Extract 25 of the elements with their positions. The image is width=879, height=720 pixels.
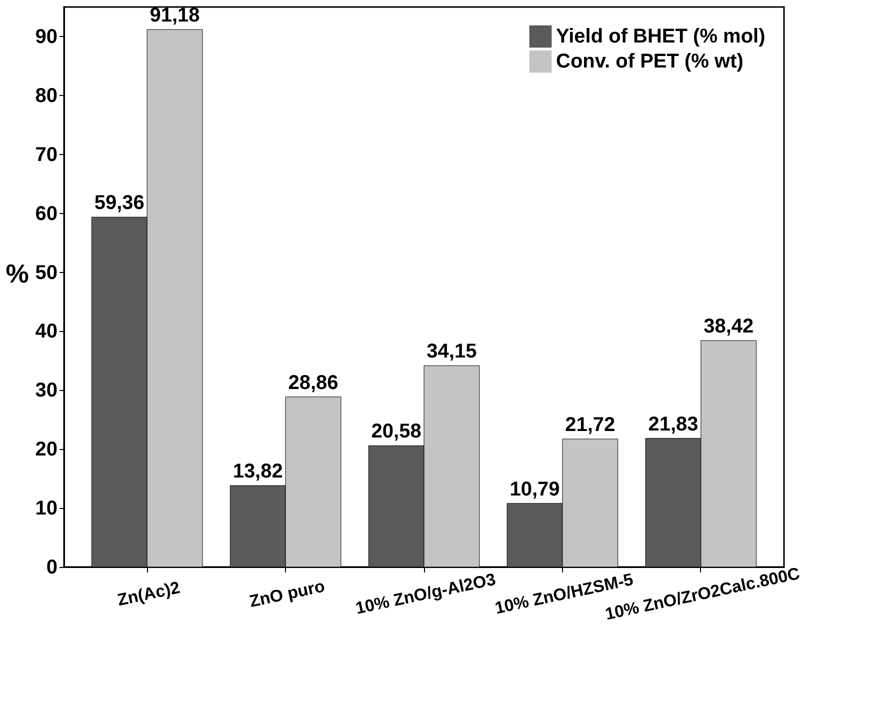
x-tick-label: Zn(Ac)2: [116, 578, 182, 610]
y-tick-label: 70: [35, 144, 58, 166]
data-label: 91,18: [150, 4, 200, 27]
data-label: 28,86: [288, 372, 338, 394]
y-tick-label: 50: [35, 262, 58, 284]
y-tick-label: 40: [35, 320, 58, 343]
data-label: 38,42: [704, 316, 754, 338]
data-label: 21,72: [565, 414, 616, 436]
y-tick-label: 60: [35, 202, 58, 225]
x-tick-label: ZnO puro: [248, 576, 326, 612]
y-tick-label: 90: [35, 26, 58, 48]
y-tick-label: 80: [35, 84, 58, 107]
data-label: 34,15: [426, 340, 477, 363]
data-label: 21,83: [648, 413, 698, 436]
data-label: 59,36: [94, 192, 144, 214]
data-label: 10,79: [510, 478, 560, 500]
y-axis-title: %: [6, 258, 29, 288]
data-label: 20,58: [371, 420, 422, 443]
y-tick-label: 0: [46, 556, 58, 578]
y-tick-label: 20: [35, 438, 58, 461]
data-label: 13,82: [232, 460, 283, 483]
y-tick-label: 10: [35, 498, 58, 520]
legend-label: Conv. of PET (% wt): [556, 50, 744, 72]
y-tick-label: 30: [35, 380, 58, 402]
legend-label: Yield of BHET (% mol): [556, 26, 766, 48]
